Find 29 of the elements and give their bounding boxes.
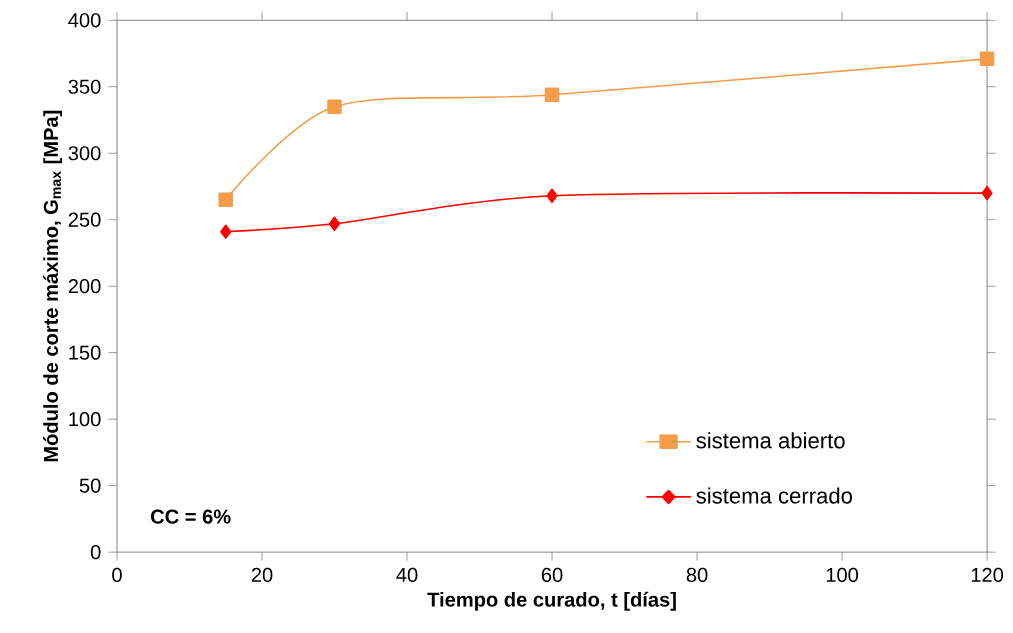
y-tick-label: 100	[69, 412, 101, 427]
x-tick-label: 100	[826, 567, 859, 582]
x-tick-label: 0	[112, 567, 122, 582]
point	[220, 224, 232, 239]
y-tick-label: 250	[68, 212, 101, 227]
y-tick-label: 50	[79, 478, 101, 493]
x-axis-title: Tiempo de curado, t [días]	[427, 591, 676, 611]
x-tick-label: 40	[396, 567, 418, 582]
point	[544, 87, 560, 102]
point	[979, 51, 995, 67]
y-tick-label: 200	[68, 279, 101, 294]
point	[327, 99, 342, 114]
point	[328, 216, 341, 231]
legend-label: sistema abierto	[696, 432, 845, 449]
y-tick-label: 300	[68, 146, 101, 161]
point	[546, 188, 558, 203]
y-tick-label: 400	[68, 13, 101, 28]
point	[981, 185, 993, 201]
point	[218, 192, 233, 207]
y-axis-title: Módulo de corte máximo, G$_{max}$ [MPa]	[43, 110, 62, 462]
x-tick-label: 80	[686, 567, 708, 582]
y-tick-label: 150	[69, 345, 101, 360]
x-tick-label: 120	[971, 567, 1004, 582]
x-tick-label: 60	[541, 567, 563, 582]
y-tick-label: 0	[90, 544, 101, 560]
y-tick-label: 350	[68, 79, 101, 94]
annotation: CC = 6%	[151, 509, 231, 524]
x-tick-label: 20	[251, 567, 273, 582]
legend-label: sistema cerrado	[696, 487, 852, 504]
